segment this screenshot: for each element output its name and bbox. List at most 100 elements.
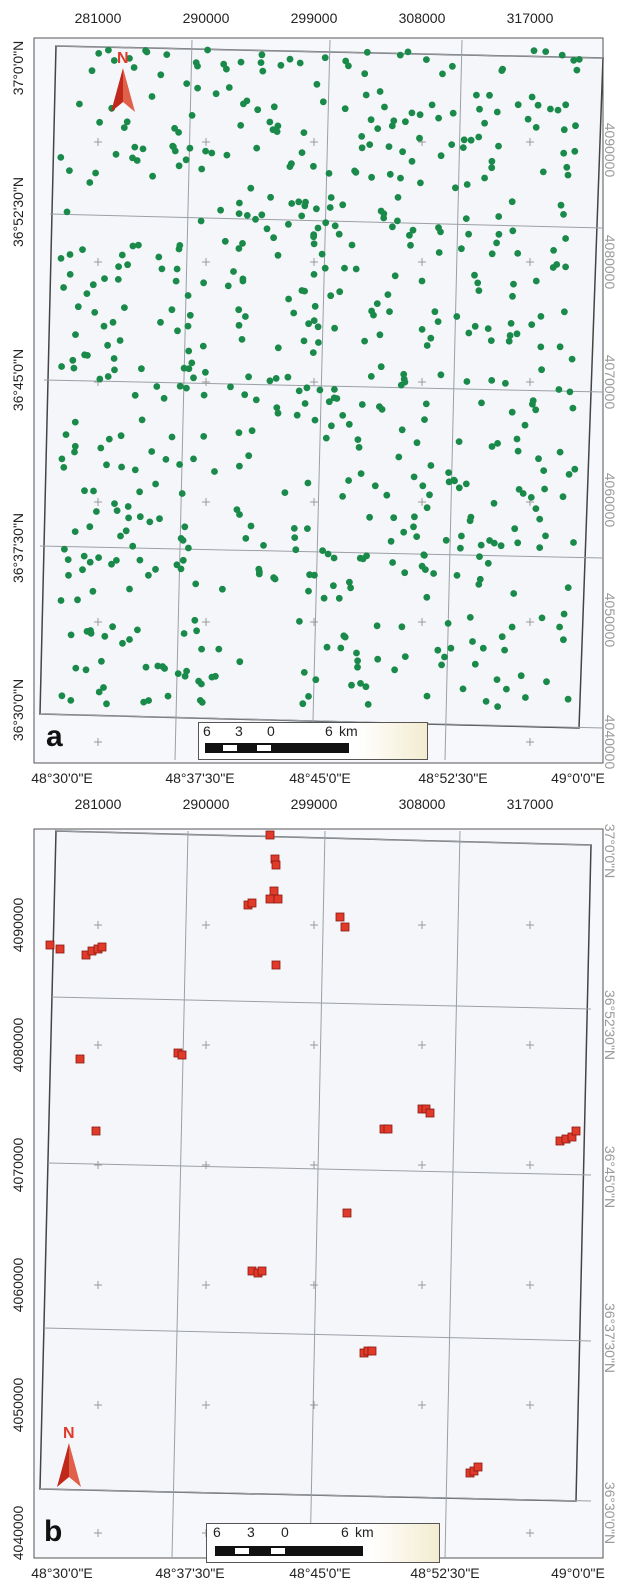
- sample-point: [198, 680, 205, 688]
- sample-point: [87, 627, 94, 634]
- sample-point: [435, 114, 442, 122]
- sample-point: [161, 665, 169, 672]
- sample-point: [215, 645, 223, 653]
- sample-point: [434, 646, 442, 654]
- sample-point: [71, 448, 78, 456]
- sample-point: [386, 308, 393, 315]
- northing-label: 4060000: [10, 1257, 26, 1313]
- sample-point: [292, 546, 300, 554]
- sample-point: [488, 377, 496, 384]
- northing-label: 4040000: [10, 1505, 26, 1561]
- latitude-label: 36°52'30"N: [10, 176, 26, 248]
- sample-point: [376, 88, 384, 95]
- sample-point: [152, 565, 159, 573]
- sample-point: [538, 366, 545, 374]
- sample-point: [296, 618, 303, 625]
- sample-point: [434, 318, 442, 325]
- sample-point: [305, 693, 312, 700]
- longitude-label: 49°0'0"E: [551, 1565, 605, 1581]
- sample-point: [401, 378, 409, 386]
- sample-point: [309, 349, 317, 356]
- sample-point: [270, 574, 278, 582]
- sample-point: [466, 517, 474, 525]
- sample-point: [515, 486, 523, 493]
- sample-point: [503, 685, 510, 693]
- scale-unit: km: [339, 723, 358, 739]
- sample-point: [152, 480, 160, 488]
- sample-point: [390, 117, 398, 125]
- sample-point: [325, 170, 333, 177]
- sample-point: [126, 585, 133, 593]
- sample-point: [58, 455, 66, 463]
- sample-point: [252, 215, 259, 223]
- sample-point: [57, 255, 65, 262]
- sample-point: [417, 179, 424, 187]
- sample-point: [263, 225, 271, 233]
- sample-point: [391, 666, 398, 674]
- sample-point: [538, 614, 546, 622]
- sample-point: [406, 231, 413, 239]
- sample-point: [541, 485, 548, 493]
- sample-square: [257, 1266, 267, 1276]
- sample-point: [571, 465, 579, 473]
- sample-point: [517, 672, 525, 680]
- sample-point: [325, 398, 333, 406]
- sample-point: [341, 105, 349, 113]
- sample-point: [183, 80, 191, 87]
- sample-point: [498, 633, 506, 641]
- latitude-label: 36°30'0"N: [602, 1481, 618, 1545]
- sample-point: [274, 344, 282, 352]
- sample-point: [333, 395, 341, 402]
- sample-point: [373, 622, 381, 630]
- sample-point: [173, 265, 181, 273]
- sample-point: [319, 98, 327, 106]
- scale-bar: 6 3 0 6 km: [198, 722, 428, 760]
- sample-point: [352, 265, 360, 273]
- easting-label: 308000: [398, 796, 446, 812]
- sample-point: [95, 688, 103, 696]
- sample-point: [97, 444, 105, 452]
- panel-a: 281000 290000 299000 308000 317000 48°30…: [10, 10, 618, 786]
- sample-point: [475, 287, 483, 294]
- sample-point: [237, 122, 245, 129]
- easting-label: 290000: [182, 10, 230, 26]
- sample-point: [575, 56, 583, 63]
- sample-point: [104, 341, 111, 349]
- sample-point: [125, 514, 132, 522]
- sample-point: [66, 251, 74, 258]
- sample-point: [462, 480, 470, 488]
- sample-point: [364, 701, 372, 708]
- sample-point: [537, 313, 545, 320]
- sample-point: [200, 433, 208, 440]
- sample-point: [86, 523, 94, 531]
- sample-point: [331, 386, 338, 393]
- sample-point: [486, 91, 493, 99]
- sample-point: [330, 582, 337, 590]
- sample-point: [569, 404, 577, 412]
- latitude-label: 36°37'30"N: [10, 512, 26, 584]
- scale-bar: 6 3 0 6 km: [206, 1523, 440, 1563]
- sample-point: [421, 416, 428, 423]
- sample-point: [418, 326, 426, 333]
- sample-square: [75, 1054, 85, 1064]
- sample-square: [55, 944, 65, 954]
- sample-point: [482, 698, 490, 705]
- sample-point: [235, 321, 243, 329]
- sample-square: [383, 1124, 393, 1134]
- sample-square: [265, 894, 275, 904]
- sample-point: [72, 664, 80, 672]
- sample-point: [490, 499, 498, 507]
- sample-point: [442, 536, 450, 544]
- sample-point: [568, 355, 576, 363]
- sample-point: [431, 308, 439, 316]
- sample-point: [160, 394, 168, 402]
- sample-point: [259, 67, 267, 75]
- sample-point: [184, 292, 192, 299]
- sample-point: [380, 214, 388, 222]
- sample-point: [342, 57, 350, 65]
- sample-point: [129, 242, 137, 250]
- sample-point: [145, 571, 152, 579]
- sample-point: [299, 700, 307, 708]
- sample-point: [354, 436, 362, 443]
- longitude-label: 48°45'0"E: [289, 770, 351, 786]
